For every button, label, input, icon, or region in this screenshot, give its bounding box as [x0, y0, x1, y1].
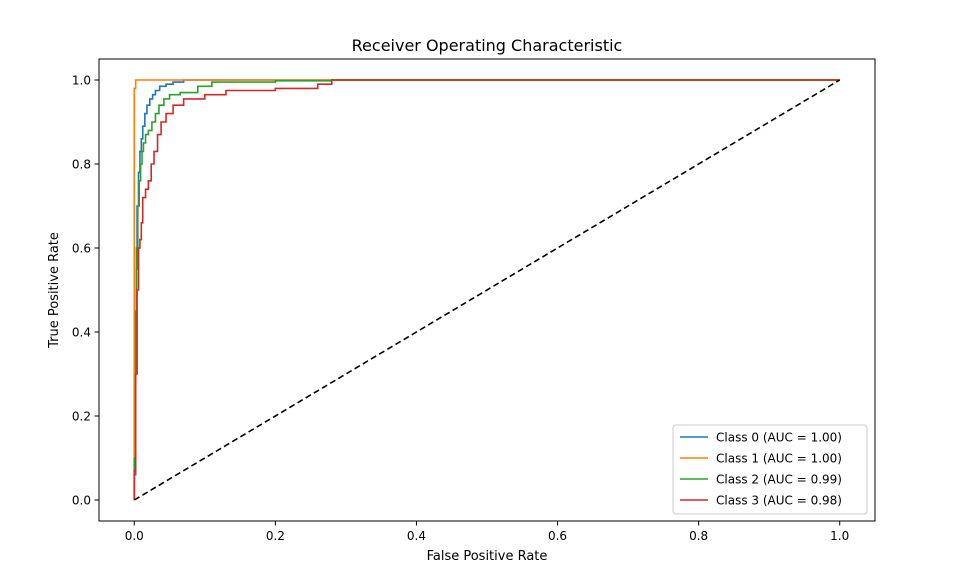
series-layer	[133, 79, 841, 501]
x-axis-ticks: 0.0 0.2 0.4 0.6 0.8 1.0	[125, 521, 849, 543]
x-tick-label: 0.2	[266, 529, 285, 543]
legend-label: Class 0 (AUC = 1.00)	[716, 431, 842, 445]
plot-area: 0.0 0.2 0.4 0.6 0.8 1.0 0.0 0.2 0.4 0.6 0.8 1.0	[72, 58, 876, 543]
y-tick-label: 0.0	[72, 494, 91, 508]
y-tick-label: 0.4	[72, 326, 91, 340]
y-axis-label: True Positive Rate	[47, 232, 62, 349]
legend-label: Class 2 (AUC = 0.99)	[716, 473, 842, 487]
y-tick-label: 0.6	[72, 242, 91, 256]
y-tick-label: 0.2	[72, 410, 91, 424]
y-axis-ticks: 0.0 0.2 0.4 0.6 0.8 1.0	[72, 74, 99, 508]
x-tick-label: 0.6	[548, 529, 567, 543]
x-axis-label: False Positive Rate	[427, 549, 548, 564]
x-tick-label: 0.4	[407, 529, 426, 543]
legend-box	[672, 424, 868, 515]
y-tick-label: 1.0	[72, 74, 91, 88]
roc-curve-class-3	[133, 79, 840, 500]
x-tick-label: 0.8	[689, 529, 708, 543]
legend-label: Class 3 (AUC = 0.98)	[716, 494, 842, 508]
legend-label: Class 1 (AUC = 1.00)	[716, 452, 842, 466]
chance-line	[133, 79, 841, 501]
legend: Class 0 (AUC = 1.00) Class 1 (AUC = 1.00)…	[672, 424, 868, 515]
axes-frame	[98, 58, 876, 522]
chart-title: Receiver Operating Characteristic	[352, 36, 623, 55]
x-tick-label: 0.0	[125, 529, 144, 543]
y-tick-label: 0.8	[72, 158, 91, 172]
x-tick-label: 1.0	[830, 529, 849, 543]
roc-curve-class-2	[133, 79, 840, 500]
